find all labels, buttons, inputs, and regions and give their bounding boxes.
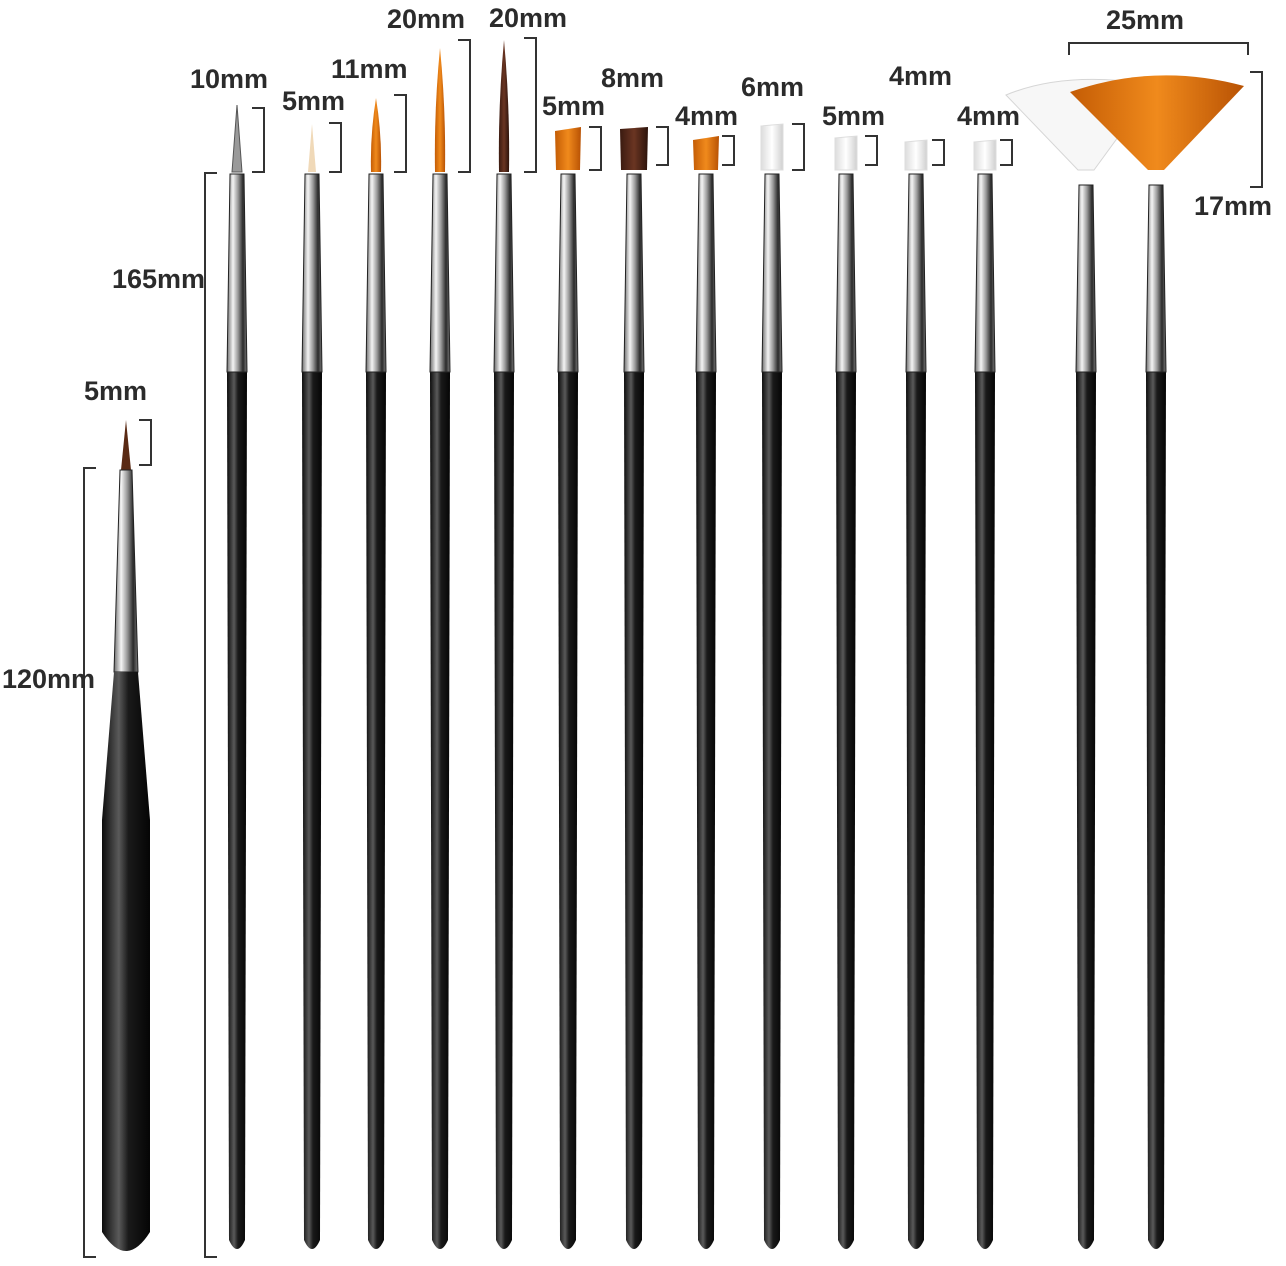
b3-bracket xyxy=(394,94,407,173)
brush-hair xyxy=(555,127,581,170)
brush-handle xyxy=(696,372,716,1249)
brush-ferrule xyxy=(1145,184,1167,373)
brush-10 xyxy=(834,135,858,1249)
brush-ferrule xyxy=(557,173,579,373)
brush-handle xyxy=(558,372,578,1249)
short-brush-hair-length-label: 5mm xyxy=(84,376,148,406)
short-length-bracket xyxy=(83,467,96,1258)
brush-hair xyxy=(231,104,243,173)
short-brush-ferrule xyxy=(113,469,139,673)
brush-8 xyxy=(693,136,719,1249)
brush-7 xyxy=(620,127,648,1249)
handle-length-bracket xyxy=(204,172,217,1258)
brush-handle xyxy=(836,372,856,1249)
brush-hair xyxy=(498,40,510,172)
b5-bracket xyxy=(524,37,537,173)
brush-hair xyxy=(370,98,382,172)
brush-12 xyxy=(973,139,997,1249)
brush-handle xyxy=(1076,372,1096,1249)
brush-11-hair-label: 4mm xyxy=(889,61,953,91)
brush-handle xyxy=(762,372,782,1249)
brush-handle xyxy=(906,372,926,1249)
brush-2-hair-label: 5mm xyxy=(282,86,346,116)
brush-hair xyxy=(834,135,858,171)
brush-9 xyxy=(760,123,784,1249)
brush-handle xyxy=(430,372,450,1249)
brush-hair xyxy=(620,127,648,170)
brush-3-hair-label: 11mm xyxy=(331,54,408,84)
brush-11 xyxy=(904,139,928,1249)
brush-5 xyxy=(493,40,515,1249)
brush-ferrule xyxy=(974,173,996,373)
brush-1 xyxy=(226,104,248,1249)
brush-ferrule xyxy=(301,173,323,373)
b8-bracket xyxy=(722,135,735,166)
brush-hair xyxy=(308,124,316,172)
brush-ferrule xyxy=(695,173,717,373)
brush-10-hair-label: 5mm xyxy=(822,101,886,131)
brush-13 xyxy=(1005,78,1157,1249)
brush-handle xyxy=(366,372,386,1249)
brush-handle xyxy=(1146,372,1166,1249)
brush-handle xyxy=(227,372,247,1249)
brush-3 xyxy=(365,98,387,1249)
brush-6-hair-label: 5mm xyxy=(542,91,606,121)
handle-length-label: 165mm xyxy=(112,264,206,294)
b11-bracket xyxy=(932,139,945,166)
brush-hair xyxy=(760,123,784,171)
b1-bracket xyxy=(252,107,265,173)
fan-height-bracket xyxy=(1250,71,1263,188)
brush-hair xyxy=(973,139,997,171)
fan-width-bracket xyxy=(1068,42,1249,55)
brush-ferrule xyxy=(493,173,515,373)
b7-bracket xyxy=(656,126,669,166)
b9-bracket xyxy=(792,123,805,171)
brush-2 xyxy=(301,124,323,1249)
brush-hair xyxy=(1070,75,1244,170)
brush-handle xyxy=(494,372,514,1249)
b10-bracket xyxy=(865,135,878,166)
brush-hair xyxy=(434,48,446,172)
short-brush-handle xyxy=(102,672,150,1251)
brush-6 xyxy=(555,127,581,1249)
fan-brush-width-label: 25mm xyxy=(1106,5,1185,35)
b2-bracket xyxy=(329,122,342,173)
brush-ferrule xyxy=(226,173,248,373)
brush-7-hair-label: 8mm xyxy=(601,63,665,93)
brush-1-hair-label: 10mm xyxy=(190,64,269,94)
b6-bracket xyxy=(589,126,602,171)
brush-ferrule xyxy=(623,173,645,373)
brush-4-hair-label: 20mm xyxy=(387,4,466,34)
brush-ferrule xyxy=(835,173,857,373)
brush-handle xyxy=(624,372,644,1249)
brush-hair xyxy=(693,136,719,170)
brush-ferrule xyxy=(365,173,387,373)
brush-14 xyxy=(1070,75,1244,1249)
fan-brush-height-label: 17mm xyxy=(1194,191,1273,221)
short-brush-hair xyxy=(121,420,131,470)
b4-bracket xyxy=(458,39,471,173)
brush-5-hair-label: 20mm xyxy=(489,3,568,33)
brush-ferrule xyxy=(429,173,451,373)
brush-hair xyxy=(904,139,928,171)
brush-ferrule xyxy=(905,173,927,373)
b12-bracket xyxy=(1000,139,1013,166)
brush-8-hair-label: 4mm xyxy=(675,101,739,131)
brush-handle xyxy=(975,372,995,1249)
short-hair-bracket xyxy=(139,419,152,466)
brush-12-hair-label: 4mm xyxy=(957,101,1021,131)
short-brush xyxy=(102,420,150,1251)
brush-handle xyxy=(302,372,322,1249)
brush-4 xyxy=(429,48,451,1249)
brush-ferrule xyxy=(1075,184,1097,373)
short-brush-length-label: 120mm xyxy=(2,664,96,694)
brush-ferrule xyxy=(761,173,783,373)
brush-9-hair-label: 6mm xyxy=(741,72,805,102)
